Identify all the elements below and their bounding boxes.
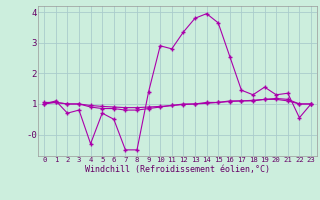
X-axis label: Windchill (Refroidissement éolien,°C): Windchill (Refroidissement éolien,°C) <box>85 165 270 174</box>
